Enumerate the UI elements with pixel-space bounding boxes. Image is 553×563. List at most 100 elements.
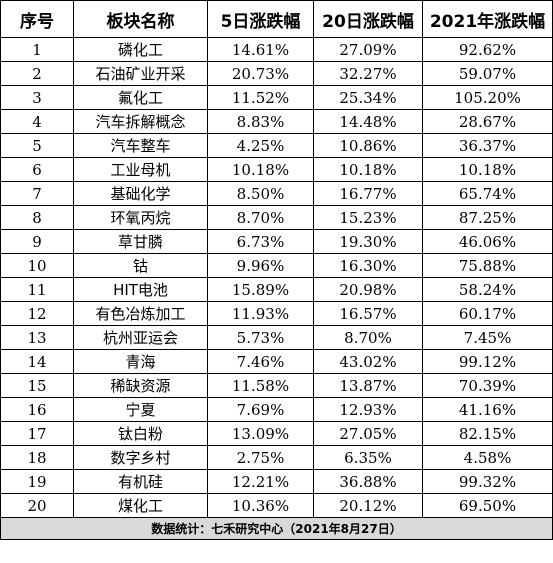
- table-row: 5 汽车整车 4.25% 10.86% 36.37%: [0, 133, 553, 158]
- change-5day-cell: 5.73%: [207, 325, 314, 350]
- rank-cell: 8: [0, 205, 74, 230]
- change-20day-cell: 20.98%: [313, 277, 423, 302]
- change-5day-cell: 14.61%: [207, 37, 314, 62]
- data-source-note: 数据统计：七禾研究中心（2021年8月27日）: [0, 517, 553, 540]
- rank-cell: 6: [0, 157, 74, 182]
- change-20day-cell: 43.02%: [313, 349, 423, 374]
- change-20day-cell: 13.87%: [313, 373, 423, 398]
- header-2021-change: 2021年涨跌幅: [422, 0, 553, 38]
- change-20day-cell: 15.23%: [313, 205, 423, 230]
- change-2021-cell: 58.24%: [422, 277, 553, 302]
- sector-name-cell: 汽车整车: [73, 133, 208, 158]
- table-row: 1 磷化工 14.61% 27.09% 92.62%: [0, 37, 553, 62]
- table-row: 15 稀缺资源 11.58% 13.87% 70.39%: [0, 373, 553, 398]
- table-row: 16 宁夏 7.69% 12.93% 41.16%: [0, 397, 553, 422]
- table-row: 17 钛白粉 13.09% 27.05% 82.15%: [0, 421, 553, 446]
- table-row: 2 石油矿业开采 20.73% 32.27% 59.07%: [0, 61, 553, 86]
- change-20day-cell: 20.12%: [313, 493, 423, 518]
- sector-name-cell: 稀缺资源: [73, 373, 208, 398]
- table-header: 序号 板块名称 5日涨跌幅 20日涨跌幅 2021年涨跌幅: [0, 0, 553, 38]
- change-5day-cell: 9.96%: [207, 253, 314, 278]
- change-5day-cell: 6.73%: [207, 229, 314, 254]
- change-2021-cell: 60.17%: [422, 301, 553, 326]
- rank-cell: 1: [0, 37, 74, 62]
- sector-name-cell: 工业母机: [73, 157, 208, 182]
- rank-cell: 11: [0, 277, 74, 302]
- change-2021-cell: 36.37%: [422, 133, 553, 158]
- rank-cell: 17: [0, 421, 74, 446]
- footer-row: 数据统计：七禾研究中心（2021年8月27日）: [0, 517, 553, 540]
- change-20day-cell: 27.05%: [313, 421, 423, 446]
- change-5day-cell: 13.09%: [207, 421, 314, 446]
- table-row: 8 环氧丙烷 8.70% 15.23% 87.25%: [0, 205, 553, 230]
- change-20day-cell: 16.77%: [313, 181, 423, 206]
- change-20day-cell: 32.27%: [313, 61, 423, 86]
- sector-name-cell: 石油矿业开采: [73, 61, 208, 86]
- change-5day-cell: 10.36%: [207, 493, 314, 518]
- rank-cell: 16: [0, 397, 74, 422]
- table-row: 14 青海 7.46% 43.02% 99.12%: [0, 349, 553, 374]
- table-row: 10 钴 9.96% 16.30% 75.88%: [0, 253, 553, 278]
- sector-performance-table: 序号 板块名称 5日涨跌幅 20日涨跌幅 2021年涨跌幅 1 磷化工 14.61%…: [0, 0, 553, 540]
- change-5day-cell: 11.52%: [207, 85, 314, 110]
- change-5day-cell: 2.75%: [207, 445, 314, 470]
- change-2021-cell: 82.15%: [422, 421, 553, 446]
- change-2021-cell: 92.62%: [422, 37, 553, 62]
- change-2021-cell: 70.39%: [422, 373, 553, 398]
- change-2021-cell: 65.74%: [422, 181, 553, 206]
- change-2021-cell: 4.58%: [422, 445, 553, 470]
- sector-name-cell: 数字乡村: [73, 445, 208, 470]
- table-row: 3 氟化工 11.52% 25.34% 105.20%: [0, 85, 553, 110]
- header-5day-change: 5日涨跌幅: [207, 0, 314, 38]
- change-20day-cell: 16.30%: [313, 253, 423, 278]
- sector-name-cell: 煤化工: [73, 493, 208, 518]
- change-5day-cell: 8.83%: [207, 109, 314, 134]
- sector-name-cell: 杭州亚运会: [73, 325, 208, 350]
- rank-cell: 13: [0, 325, 74, 350]
- rank-cell: 10: [0, 253, 74, 278]
- table-row: 13 杭州亚运会 5.73% 8.70% 7.45%: [0, 325, 553, 350]
- change-5day-cell: 8.50%: [207, 181, 314, 206]
- rank-cell: 12: [0, 301, 74, 326]
- sector-name-cell: 环氧丙烷: [73, 205, 208, 230]
- sector-name-cell: 有机硅: [73, 469, 208, 494]
- table-row: 9 草甘膦 6.73% 19.30% 46.06%: [0, 229, 553, 254]
- header-row: 序号 板块名称 5日涨跌幅 20日涨跌幅 2021年涨跌幅: [0, 0, 553, 38]
- table-row: 19 有机硅 12.21% 36.88% 99.32%: [0, 469, 553, 494]
- sector-name-cell: 钛白粉: [73, 421, 208, 446]
- table-row: 18 数字乡村 2.75% 6.35% 4.58%: [0, 445, 553, 470]
- rank-cell: 9: [0, 229, 74, 254]
- change-2021-cell: 59.07%: [422, 61, 553, 86]
- change-5day-cell: 8.70%: [207, 205, 314, 230]
- change-5day-cell: 12.21%: [207, 469, 314, 494]
- change-20day-cell: 16.57%: [313, 301, 423, 326]
- change-20day-cell: 12.93%: [313, 397, 423, 422]
- change-5day-cell: 4.25%: [207, 133, 314, 158]
- rank-cell: 3: [0, 85, 74, 110]
- table-footer: 数据统计：七禾研究中心（2021年8月27日）: [0, 517, 553, 540]
- sector-name-cell: 草甘膦: [73, 229, 208, 254]
- sector-name-cell: 青海: [73, 349, 208, 374]
- rank-cell: 2: [0, 61, 74, 86]
- change-20day-cell: 14.48%: [313, 109, 423, 134]
- change-2021-cell: 75.88%: [422, 253, 553, 278]
- change-2021-cell: 99.12%: [422, 349, 553, 374]
- header-sector-name: 板块名称: [73, 0, 208, 38]
- change-5day-cell: 15.89%: [207, 277, 314, 302]
- change-5day-cell: 11.93%: [207, 301, 314, 326]
- change-20day-cell: 6.35%: [313, 445, 423, 470]
- change-20day-cell: 25.34%: [313, 85, 423, 110]
- change-20day-cell: 10.86%: [313, 133, 423, 158]
- sector-name-cell: HIT电池: [73, 277, 208, 302]
- change-2021-cell: 69.50%: [422, 493, 553, 518]
- change-20day-cell: 19.30%: [313, 229, 423, 254]
- rank-cell: 7: [0, 181, 74, 206]
- change-2021-cell: 105.20%: [422, 85, 553, 110]
- table-row: 12 有色冶炼加工 11.93% 16.57% 60.17%: [0, 301, 553, 326]
- table-row: 4 汽车拆解概念 8.83% 14.48% 28.67%: [0, 109, 553, 134]
- header-rank: 序号: [0, 0, 74, 38]
- change-2021-cell: 7.45%: [422, 325, 553, 350]
- change-5day-cell: 20.73%: [207, 61, 314, 86]
- change-2021-cell: 10.18%: [422, 157, 553, 182]
